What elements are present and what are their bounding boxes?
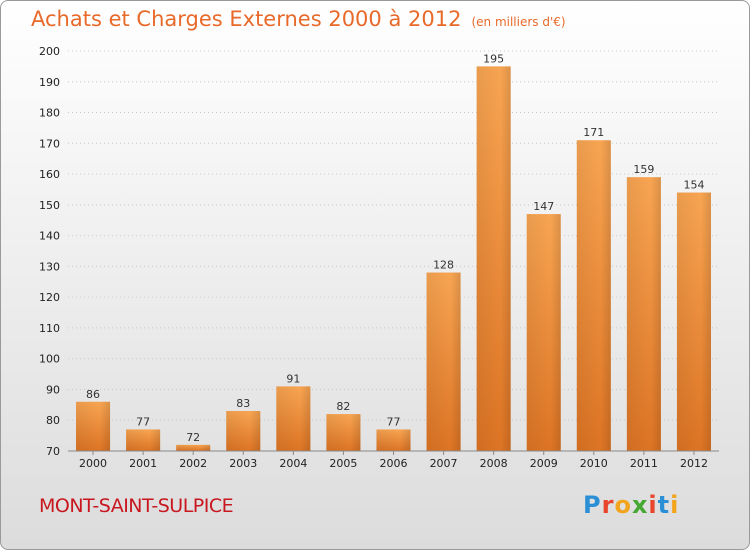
proxiti-logo: Proxiti — [583, 491, 679, 519]
bar-shade — [326, 414, 361, 451]
bar-shade — [626, 177, 661, 451]
x-tick-label: 2008 — [480, 457, 508, 470]
bars: 86 77 72 83 91 82 77 128 195 147 171 159 154 — [76, 52, 711, 452]
logo-letter: t — [657, 491, 671, 519]
y-tick-label: 190 — [39, 76, 60, 89]
x-tick-label: 2003 — [229, 457, 257, 470]
grid-lines — [68, 50, 719, 452]
y-tick-label: 70 — [46, 445, 60, 458]
logo-letter: i — [648, 491, 658, 519]
y-tick-label: 200 — [39, 45, 60, 58]
bar-value-label: 195 — [483, 52, 504, 65]
y-tick-label: 150 — [39, 199, 60, 212]
bar-shade — [576, 140, 611, 451]
y-tick-label: 80 — [46, 414, 60, 427]
y-axis-ticks: 70 80 90 100 110 120 130 140 150 160 170 180 190 200 — [39, 45, 60, 458]
x-tick-label: 2005 — [329, 457, 357, 470]
bar-value-label: 83 — [236, 397, 250, 410]
x-tick-label: 2009 — [530, 457, 558, 470]
bar-shade — [76, 401, 111, 451]
y-tick-label: 180 — [39, 107, 60, 120]
bar-value-label: 72 — [186, 431, 200, 444]
bar-value-label: 147 — [533, 200, 554, 213]
bar-shade — [276, 386, 311, 451]
x-tick-label: 2000 — [79, 457, 107, 470]
bar-value-label: 154 — [683, 179, 704, 192]
x-tick-label: 2012 — [680, 457, 708, 470]
y-tick-label: 100 — [39, 353, 60, 366]
x-tick-label: 2007 — [430, 457, 458, 470]
y-tick-label: 170 — [39, 137, 60, 150]
bar-shade — [126, 429, 161, 451]
logo-letter: i — [670, 491, 680, 519]
bar-shade — [526, 214, 561, 451]
logo-letter: o — [614, 491, 632, 519]
logo-letter: P — [583, 491, 602, 519]
bar-value-label: 159 — [633, 163, 654, 176]
y-tick-label: 160 — [39, 168, 60, 181]
bar-value-label: 82 — [336, 400, 350, 413]
logo-letter: r — [601, 491, 615, 519]
bar-value-label: 91 — [286, 372, 300, 385]
x-tick-label: 2006 — [380, 457, 408, 470]
bar-shade — [376, 429, 411, 451]
y-tick-label: 90 — [46, 383, 60, 396]
chart-unit: (en milliers d'€) — [471, 15, 566, 29]
bar-shade — [676, 192, 711, 452]
place-name: MONT-SAINT-SULPICE — [39, 495, 234, 517]
x-tick-label: 2004 — [279, 457, 307, 470]
x-tick-label: 2001 — [129, 457, 157, 470]
bar-shade — [426, 272, 461, 451]
bar-value-label: 86 — [86, 388, 100, 401]
bar-shade — [176, 444, 211, 451]
bar-value-label: 171 — [583, 126, 604, 139]
bar-value-label: 128 — [433, 259, 454, 272]
bar-value-label: 77 — [387, 415, 401, 428]
bar-shade — [476, 66, 511, 451]
y-tick-label: 110 — [39, 322, 60, 335]
y-tick-label: 130 — [39, 260, 60, 273]
chart-title: Achats et Charges Externes 2000 à 2012 (e… — [31, 7, 566, 31]
y-tick-label: 120 — [39, 291, 60, 304]
logo-letter: x — [631, 491, 649, 519]
bar-value-label: 77 — [136, 415, 150, 428]
bar-shade — [226, 411, 261, 451]
x-axis-ticks: 2000 2001 2002 2003 2004 2005 2006 2007 2008 2009… — [79, 451, 708, 470]
x-tick-label: 2002 — [179, 457, 207, 470]
x-tick-label: 2010 — [580, 457, 608, 470]
y-tick-label: 140 — [39, 230, 60, 243]
x-tick-label: 2011 — [630, 457, 658, 470]
chart-title-text: Achats et Charges Externes 2000 à 2012 — [31, 7, 462, 31]
